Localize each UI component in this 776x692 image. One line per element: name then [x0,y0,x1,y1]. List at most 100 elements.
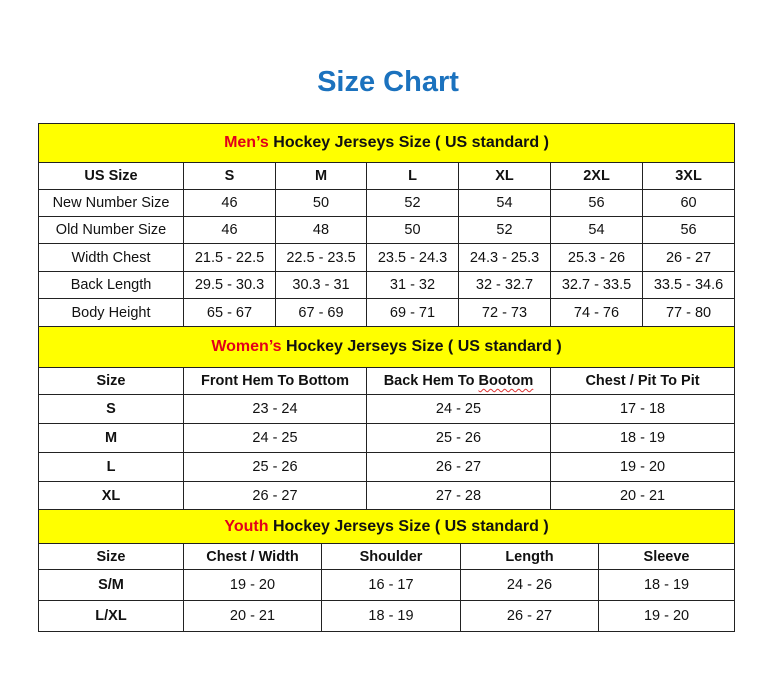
table-cell: 48 [275,216,367,244]
header-cell: US Size [38,162,184,190]
header-cell: Sleeve [597,543,736,570]
table-cell: 27 - 28 [366,481,551,510]
table-cell: 24 - 25 [183,423,367,453]
table-cell: 21.5 - 22.5 [183,243,276,272]
youth-banner: Youth Hockey Jerseys Size ( US standard … [37,509,736,544]
table-cell: Body Height [38,298,184,327]
header-cell: XL [458,162,551,190]
table-cell: 25 - 26 [183,452,367,482]
header-text: Back Hem To [383,373,475,389]
youth-label: Youth [224,517,269,535]
header-cell: 3XL [641,162,736,190]
header-text-misspelled: Bootom [478,373,534,389]
table-cell: 74 - 76 [550,298,643,327]
page-title: Size Chart [317,66,459,98]
header-row: US Size S M L XL 2XL 3XL [38,162,736,190]
header-cell: Chest / Width [183,543,322,570]
table-row: M 24 - 25 25 - 26 18 - 19 [38,423,736,453]
table-cell: 25 - 26 [366,423,551,453]
table-cell: 56 [550,189,643,217]
table-cell: 18 - 19 [549,423,736,453]
mens-label: Men’s [224,134,269,151]
table-cell: 19 - 20 [549,452,736,482]
table-cell: 18 - 19 [597,569,736,601]
table-cell: 20 - 21 [549,481,736,510]
header-cell: M [275,162,367,190]
table-cell: 72 - 73 [458,298,551,327]
youth-size-table: Youth Hockey Jerseys Size ( US standard … [37,509,736,632]
table-cell: 32 - 32.7 [458,271,551,299]
table-cell: Old Number Size [38,216,184,244]
table-cell: 77 - 80 [641,298,736,327]
table-cell: 22.5 - 23.5 [275,243,367,272]
table-row: S 23 - 24 24 - 25 17 - 18 [38,394,736,424]
table-cell: Back Length [38,271,184,299]
table-cell: M [38,423,184,453]
header-cell: Length [460,543,599,570]
header-cell: Front Hem To Bottom [183,367,367,395]
table-cell: 54 [550,216,643,244]
table-cell: 19 - 20 [183,569,322,601]
table-cell: L/XL [38,600,184,632]
table-cell: 31 - 32 [366,271,459,299]
womens-label: Women’s [211,338,282,355]
table-cell: 29.5 - 30.3 [183,271,276,299]
mens-banner-text: Hockey Jerseys Size ( US standard ) [268,134,549,151]
table-cell: 32.7 - 33.5 [550,271,643,299]
header-cell: Size [38,543,184,570]
table-cell: 25.3 - 26 [550,243,643,272]
header-cell: Chest / Pit To Pit [549,367,736,395]
youth-banner-text: Hockey Jerseys Size ( US standard ) [268,517,549,535]
table-cell: 24.3 - 25.3 [458,243,551,272]
table-cell: 30.3 - 31 [275,271,367,299]
table-row: Back Length 29.5 - 30.3 30.3 - 31 31 - 32 32… [38,271,736,299]
table-cell: 54 [458,189,551,217]
table-cell: 52 [366,189,459,217]
womens-banner: Women’s Hockey Jerseys Size ( US standar… [37,326,736,368]
womens-size-table: Women’s Hockey Jerseys Size ( US standar… [37,326,736,510]
header-cell: Shoulder [321,543,461,570]
table-cell: 16 - 17 [321,569,461,601]
mens-size-table: Men’s Hockey Jerseys Size ( US standard … [37,123,736,327]
header-cell: Back Hem To Bootom [366,367,551,395]
table-cell: S [38,394,184,424]
table-row: L/XL 20 - 21 18 - 19 26 - 27 19 - 20 [38,600,736,632]
table-row: Old Number Size 46 48 50 52 54 56 [38,216,736,244]
table-row: Body Height 65 - 67 67 - 69 69 - 71 72 - 73 7… [38,298,736,327]
header-cell: L [366,162,459,190]
mens-banner: Men’s Hockey Jerseys Size ( US standard … [37,123,736,163]
table-cell: 26 - 27 [641,243,736,272]
table-cell: 26 - 27 [183,481,367,510]
table-cell: 23.5 - 24.3 [366,243,459,272]
table-cell: 19 - 20 [597,600,736,632]
table-row: L 25 - 26 26 - 27 19 - 20 [38,452,736,482]
table-cell: 65 - 67 [183,298,276,327]
table-cell: 69 - 71 [366,298,459,327]
table-cell: 26 - 27 [460,600,599,632]
table-cell: 56 [641,216,736,244]
table-row: XL 26 - 27 27 - 28 20 - 21 [38,481,736,510]
table-cell: 26 - 27 [366,452,551,482]
table-cell: 24 - 26 [460,569,599,601]
header-cell: 2XL [550,162,643,190]
table-cell: 24 - 25 [366,394,551,424]
table-row: New Number Size 46 50 52 54 56 60 [38,189,736,217]
table-cell: 46 [183,216,276,244]
table-cell: New Number Size [38,189,184,217]
table-cell: 46 [183,189,276,217]
table-row: S/M 19 - 20 16 - 17 24 - 26 18 - 19 [38,569,736,601]
header-cell: Size [38,367,184,395]
table-cell: 60 [641,189,736,217]
table-cell: XL [38,481,184,510]
table-cell: 52 [458,216,551,244]
table-cell: Width Chest [38,243,184,272]
table-cell: L [38,452,184,482]
table-cell: 17 - 18 [549,394,736,424]
table-cell: 23 - 24 [183,394,367,424]
table-cell: 50 [366,216,459,244]
header-cell: S [183,162,276,190]
table-row: Width Chest 21.5 - 22.5 22.5 - 23.5 23.5 - … [38,243,736,272]
table-cell: 50 [275,189,367,217]
table-cell: 67 - 69 [275,298,367,327]
womens-banner-text: Hockey Jerseys Size ( US standard ) [281,338,562,355]
